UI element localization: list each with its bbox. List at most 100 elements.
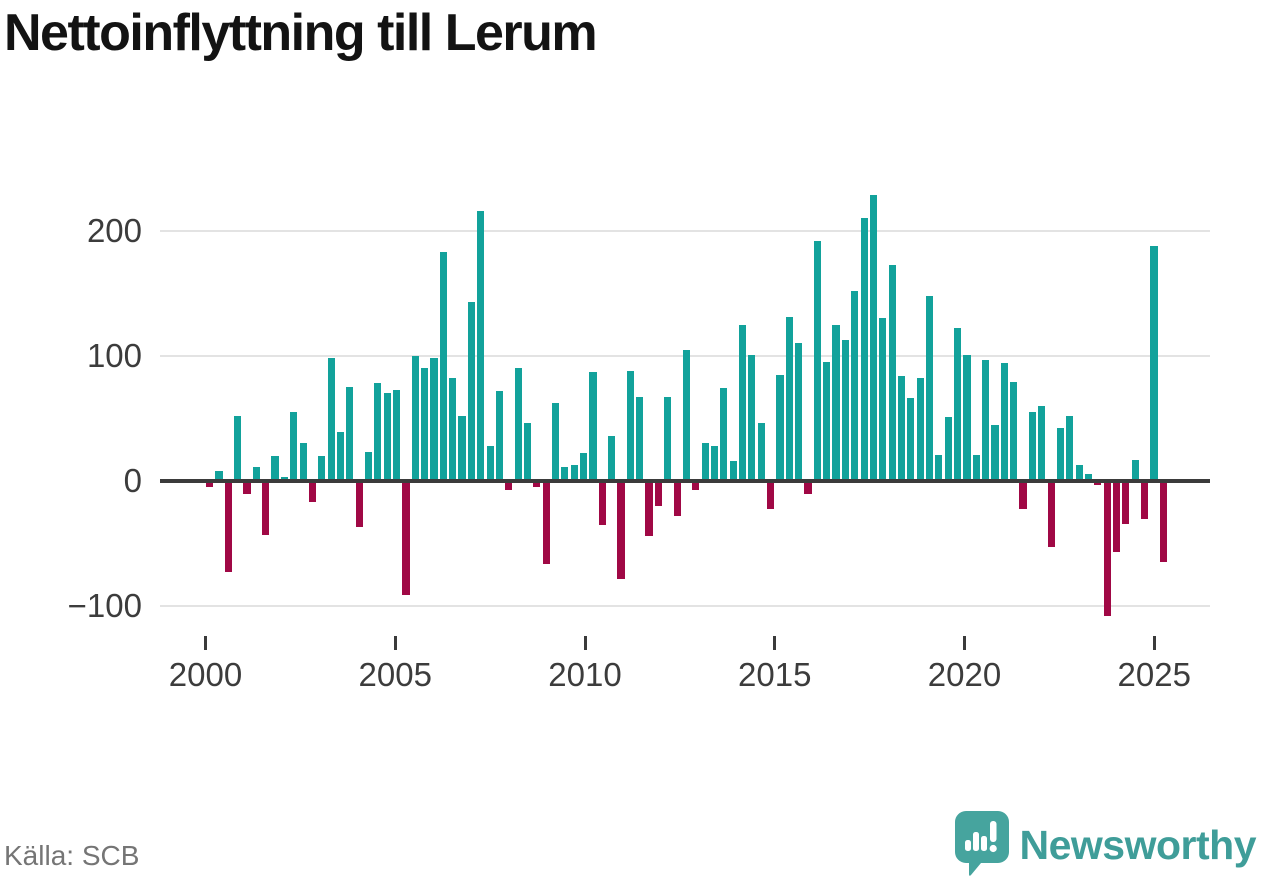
gridline-200 (160, 229, 1210, 232)
bar-2021-q1 (991, 424, 999, 481)
bar-2004-q2 (364, 452, 373, 481)
bar-2010-q3 (598, 481, 606, 525)
bar-2003-q1 (318, 455, 326, 481)
bar-2005-q2 (402, 481, 410, 595)
bar-2012-q3 (673, 481, 681, 517)
bar-2023-q1 (1066, 415, 1074, 481)
bar-2017-q4 (869, 194, 878, 481)
y-axis-label--100: −100 (67, 587, 142, 625)
bar-2018-q4 (907, 398, 915, 481)
bar-2018-q1 (879, 318, 887, 481)
bar-2023-q3 (1084, 473, 1093, 481)
bar-2005-q4 (421, 368, 429, 481)
bar-2003-q2 (327, 358, 335, 481)
bar-2014-q1 (729, 460, 737, 481)
bar-2004-q4 (383, 393, 391, 481)
bar-2019-q4 (944, 417, 952, 481)
bar-2012-q4 (682, 349, 691, 481)
bar-2024-q2 (1112, 481, 1121, 553)
bar-2020-q4 (982, 359, 990, 481)
bar-2011-q1 (617, 481, 625, 579)
x-axis-tick-2020 (963, 636, 966, 650)
bar-2017-q1 (841, 339, 849, 481)
bar-2006-q4 (458, 415, 466, 481)
logo-bar-short (964, 840, 971, 851)
logo-bar-mid (980, 836, 987, 851)
bar-2016-q1 (804, 481, 812, 494)
bar-2001-q3 (262, 481, 270, 535)
bar-2008-q1 (505, 481, 513, 490)
bar-2022-q1 (1028, 412, 1036, 481)
bar-2016-q2 (813, 240, 821, 481)
bar-2009-q1 (542, 481, 550, 564)
bar-2025-q2 (1150, 245, 1158, 481)
bar-2024-q1 (1103, 481, 1111, 617)
bar-2001-q4 (271, 455, 279, 481)
bar-2011-q3 (636, 397, 644, 481)
newsworthy-logo-icon (954, 810, 1010, 879)
bar-2010-q1 (580, 453, 588, 481)
bar-2020-q3 (972, 454, 980, 481)
bar-2012-q1 (654, 481, 662, 506)
bar-2008-q2 (514, 368, 522, 481)
bar-2019-q1 (916, 378, 924, 481)
bar-2014-q4 (757, 423, 765, 481)
x-axis-tick-2025 (1152, 636, 1156, 650)
bar-2017-q2 (851, 290, 859, 481)
bar-2021-q4 (1019, 481, 1027, 509)
bar-2001-q1 (243, 481, 251, 494)
x-axis-label-2000: 2000 (168, 656, 243, 693)
bar-2012-q2 (664, 397, 672, 481)
bar-2018-q2 (888, 264, 896, 481)
bar-2022-q3 (1047, 481, 1055, 548)
bar-2018-q3 (897, 375, 906, 481)
bar-2005-q3 (411, 355, 419, 481)
bar-2013-q2 (701, 443, 709, 481)
bar-2024-q4 (1131, 459, 1139, 481)
bar-2001-q2 (252, 467, 260, 481)
bar-2025-q1 (1141, 481, 1149, 519)
bar-2019-q3 (935, 454, 943, 481)
bar-2007-q1 (467, 302, 475, 481)
bar-2021-q2 (1000, 363, 1008, 481)
bar-2005-q1 (393, 389, 401, 481)
bar-2008-q3 (523, 423, 532, 481)
bar-2000-q4 (234, 415, 242, 481)
bar-2000-q3 (224, 481, 232, 573)
x-axis-tick-2005 (393, 636, 397, 650)
x-axis-tick-2015 (773, 636, 777, 650)
bar-2011-q4 (645, 481, 653, 537)
bar-2006-q2 (439, 252, 447, 481)
y-axis-label-100: 100 (86, 336, 142, 374)
bar-2002-q2 (290, 412, 298, 481)
newsworthy-brand: Newsworthy (954, 810, 1256, 879)
chart-title: Nettoinflyttning till Lerum (4, 4, 598, 62)
bar-2013-q1 (692, 481, 700, 490)
bar-2009-q3 (561, 467, 569, 481)
x-axis-tick-2010 (583, 636, 587, 650)
y-axis-label-0: 0 (123, 462, 142, 499)
bar-2015-q4 (795, 343, 803, 481)
bar-2006-q3 (449, 378, 457, 481)
source-attribution: Källa: SCB (4, 840, 140, 871)
bar-2010-q2 (589, 372, 597, 481)
bar-2007-q3 (486, 445, 494, 481)
bar-2008-q4 (533, 481, 541, 488)
bar-2023-q2 (1075, 464, 1083, 481)
bar-2014-q2 (738, 324, 747, 481)
bar-2000-q2 (215, 470, 223, 481)
bar-2017-q3 (860, 218, 868, 481)
bar-2007-q2 (477, 210, 485, 481)
bar-2016-q3 (823, 362, 831, 481)
bar-2015-q1 (767, 481, 775, 509)
bar-2007-q4 (495, 390, 504, 481)
x-axis-tick-2000 (204, 636, 207, 650)
logo-exclamation-stem (989, 821, 996, 842)
bar-2004-q1 (355, 481, 363, 528)
bar-2020-q1 (954, 328, 962, 481)
x-axis-label-2025: 2025 (1117, 656, 1191, 693)
zero-axis-line (160, 479, 1210, 483)
x-axis-label-2020: 2020 (927, 656, 1002, 693)
x-axis-label-2010: 2010 (548, 656, 622, 693)
